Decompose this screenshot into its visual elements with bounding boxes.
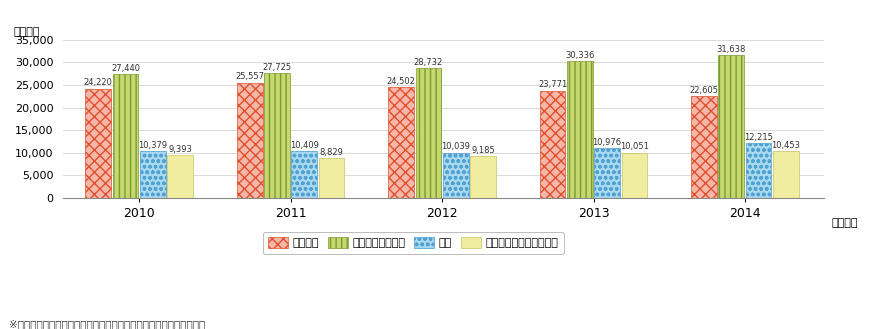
Bar	[691, 96, 717, 198]
Text: 8,829: 8,829	[319, 148, 344, 157]
Bar	[318, 158, 344, 198]
Bar	[140, 151, 166, 198]
Bar	[540, 90, 565, 198]
Bar	[470, 156, 496, 198]
Text: （億円）: （億円）	[14, 27, 40, 37]
Bar	[567, 61, 593, 198]
Text: 28,732: 28,732	[414, 58, 443, 67]
Bar	[112, 74, 139, 198]
Bar	[719, 55, 744, 198]
Legend: 情報通信, ライフサイエンス, 環境, ナノテクノロジー・材料: 情報通信, ライフサイエンス, 環境, ナノテクノロジー・材料	[262, 232, 563, 254]
Bar	[237, 83, 262, 198]
Bar	[443, 153, 468, 198]
Text: 9,185: 9,185	[471, 146, 494, 155]
Bar	[85, 89, 111, 198]
Bar	[264, 73, 290, 198]
Bar	[388, 87, 414, 198]
Text: 27,440: 27,440	[111, 64, 140, 73]
Text: 27,725: 27,725	[262, 63, 291, 72]
Bar	[746, 143, 772, 198]
Text: 24,220: 24,220	[84, 78, 112, 88]
Text: ※研究内容が複数の分野にまたがる場合は、重複して計上されている: ※研究内容が複数の分野にまたがる場合は、重複して計上されている	[9, 319, 205, 329]
Bar	[291, 151, 317, 198]
Text: 25,557: 25,557	[235, 72, 264, 81]
Text: 30,336: 30,336	[565, 51, 595, 60]
Bar	[622, 153, 647, 198]
Text: 12,215: 12,215	[744, 133, 773, 141]
Text: 31,638: 31,638	[717, 45, 746, 54]
Text: 10,453: 10,453	[772, 140, 800, 150]
Text: 24,502: 24,502	[386, 77, 416, 86]
Text: 10,379: 10,379	[138, 141, 167, 150]
Text: 9,393: 9,393	[168, 145, 192, 154]
Bar	[594, 148, 620, 198]
Text: 10,976: 10,976	[593, 138, 622, 147]
Text: 23,771: 23,771	[538, 81, 567, 89]
Text: 10,409: 10,409	[290, 141, 318, 150]
Text: 10,051: 10,051	[620, 142, 649, 151]
Text: 22,605: 22,605	[690, 86, 719, 95]
Bar	[773, 151, 799, 198]
Text: （年度）: （年度）	[831, 218, 858, 228]
Text: 10,039: 10,039	[441, 142, 470, 151]
Bar	[167, 156, 193, 198]
Bar	[416, 68, 441, 198]
